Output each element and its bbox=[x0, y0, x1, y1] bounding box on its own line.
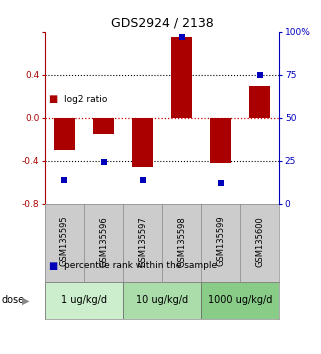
Point bbox=[62, 177, 67, 182]
Text: 10 ug/kg/d: 10 ug/kg/d bbox=[136, 296, 188, 306]
Text: GSM135595: GSM135595 bbox=[60, 216, 69, 267]
Text: 1 ug/kg/d: 1 ug/kg/d bbox=[61, 296, 107, 306]
Text: ■: ■ bbox=[48, 261, 57, 270]
Text: ▶: ▶ bbox=[22, 296, 29, 306]
Text: GSM135600: GSM135600 bbox=[255, 216, 264, 267]
Text: ■: ■ bbox=[48, 94, 57, 104]
Text: GSM135596: GSM135596 bbox=[99, 216, 108, 267]
Bar bbox=[54, 118, 75, 150]
Bar bbox=[93, 118, 114, 134]
Bar bbox=[132, 118, 153, 167]
Point bbox=[101, 160, 106, 165]
Text: GSM135598: GSM135598 bbox=[177, 216, 186, 267]
Bar bbox=[249, 86, 271, 118]
Bar bbox=[210, 118, 231, 163]
Title: GDS2924 / 2138: GDS2924 / 2138 bbox=[111, 16, 213, 29]
Text: dose: dose bbox=[2, 296, 25, 306]
Text: percentile rank within the sample: percentile rank within the sample bbox=[64, 261, 217, 270]
Bar bbox=[201, 282, 279, 319]
Text: 1000 ug/kg/d: 1000 ug/kg/d bbox=[208, 296, 273, 306]
Point bbox=[257, 72, 262, 78]
Point bbox=[140, 177, 145, 182]
Text: GSM135597: GSM135597 bbox=[138, 216, 147, 267]
Point bbox=[179, 34, 184, 40]
Bar bbox=[45, 282, 123, 319]
Point bbox=[218, 180, 223, 186]
Bar bbox=[123, 282, 201, 319]
Text: log2 ratio: log2 ratio bbox=[64, 95, 108, 104]
Text: GSM135599: GSM135599 bbox=[216, 216, 225, 267]
Bar bbox=[171, 37, 192, 118]
